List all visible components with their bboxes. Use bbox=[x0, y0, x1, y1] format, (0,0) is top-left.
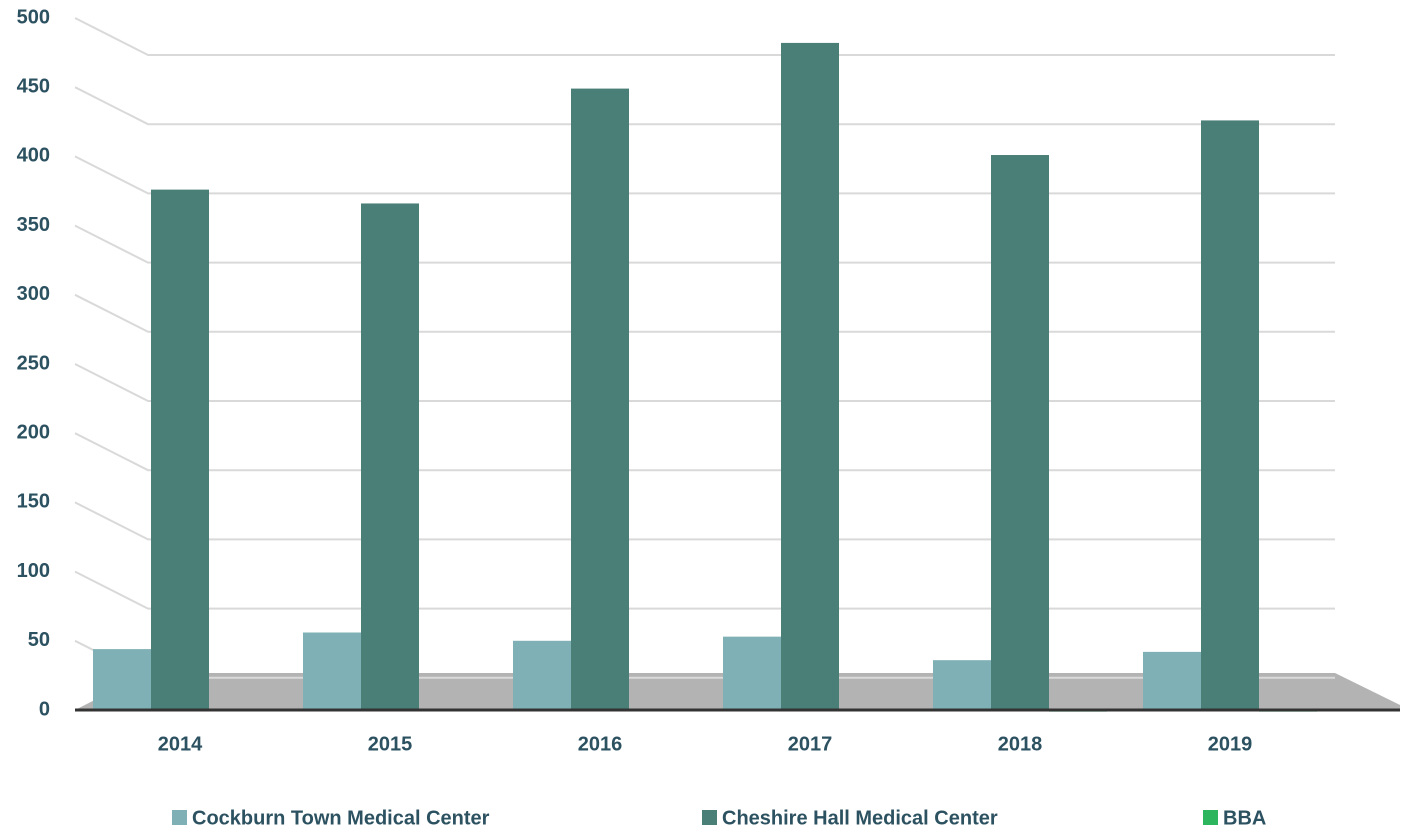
y-tick-label: 250 bbox=[17, 352, 50, 374]
legend-label: Cockburn Town Medical Center bbox=[192, 807, 490, 829]
bar bbox=[1143, 651, 1201, 710]
grid-line bbox=[74, 432, 1335, 472]
y-tick-label: 300 bbox=[17, 283, 50, 305]
bar bbox=[151, 189, 209, 711]
x-tick-label: 2019 bbox=[1208, 733, 1253, 755]
legend-label: BBA bbox=[1223, 807, 1266, 829]
x-tick-label: 2015 bbox=[368, 733, 413, 755]
legend-label: Cheshire Hall Medical Center bbox=[722, 807, 998, 829]
grid-line bbox=[74, 363, 1335, 402]
y-tick-label: 0 bbox=[39, 698, 50, 720]
y-tick-label: 500 bbox=[17, 6, 50, 28]
bar bbox=[303, 632, 361, 710]
grid-line bbox=[74, 17, 1335, 56]
grid-line bbox=[74, 570, 1335, 610]
legend-swatch bbox=[172, 810, 187, 825]
bar bbox=[513, 640, 571, 710]
y-tick-label: 150 bbox=[17, 491, 50, 513]
x-tick-label: 2016 bbox=[578, 733, 623, 755]
grid-line bbox=[74, 224, 1335, 264]
x-tick-label: 2018 bbox=[998, 733, 1043, 755]
legend-swatch bbox=[1203, 810, 1218, 825]
grid-line bbox=[74, 86, 1335, 126]
grid-line bbox=[74, 293, 1335, 333]
bar bbox=[361, 203, 419, 710]
x-tick-label: 2017 bbox=[788, 733, 833, 755]
y-tick-label: 200 bbox=[17, 421, 50, 443]
grid-line bbox=[74, 155, 1335, 195]
y-tick-label: 450 bbox=[17, 75, 50, 97]
bar bbox=[781, 42, 839, 711]
bar bbox=[991, 155, 1049, 711]
x-tick-label: 2014 bbox=[158, 733, 203, 755]
y-tick-label: 100 bbox=[17, 560, 50, 582]
y-tick-label: 50 bbox=[28, 629, 50, 651]
y-tick-label: 400 bbox=[17, 145, 50, 167]
bar bbox=[93, 649, 151, 710]
bar bbox=[933, 660, 991, 710]
bar bbox=[1201, 120, 1259, 710]
bar bbox=[723, 636, 781, 710]
bar bbox=[571, 88, 629, 711]
y-tick-label: 350 bbox=[17, 214, 50, 236]
grid-line bbox=[74, 501, 1335, 541]
legend-swatch bbox=[702, 810, 717, 825]
